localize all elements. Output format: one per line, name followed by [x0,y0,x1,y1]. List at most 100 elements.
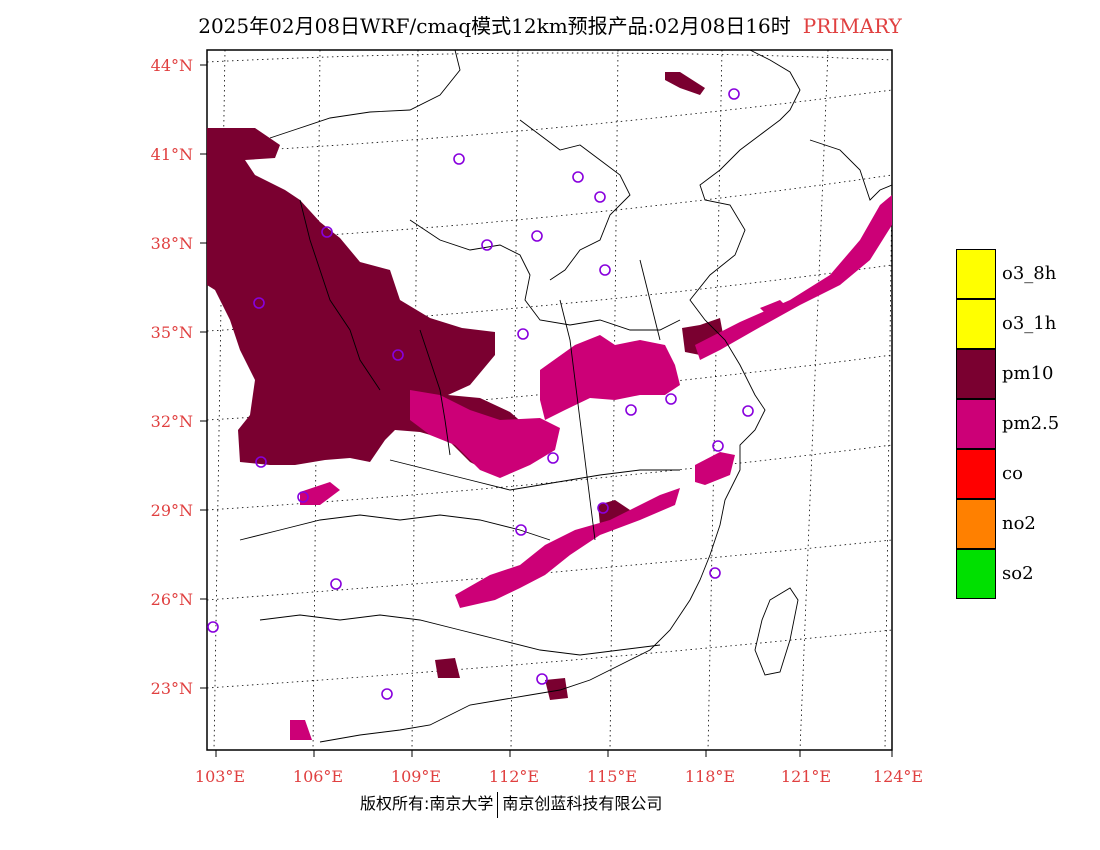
copyright-company: 南京创蓝科技有限公司 [502,794,663,813]
city-marker [599,264,611,276]
city-marker [728,88,740,100]
legend-swatch [956,449,996,499]
title-main: 2025年02月08日WRF/cmaq模式12km预报产品:02月08日16时 [198,14,791,38]
legend-label: co [1002,463,1023,484]
city-marker [709,567,721,579]
pm10-guangxi-patch [435,658,460,678]
lat-label: 41°N [151,145,193,164]
pm25-south-patch [290,720,312,740]
parallel-38 [206,174,893,243]
title-tag: PRIMARY [802,14,902,38]
lon-label: 115°E [587,767,637,786]
city-marker [321,226,333,238]
pm25-central-plume [540,335,680,420]
pm25-small-patch [760,300,790,318]
province-southwest [239,514,551,541]
lat-label: 32°N [151,412,193,431]
province-north [519,119,631,281]
province-shandong [639,259,661,341]
meridian-121 [799,49,829,751]
legend-swatch [956,249,996,299]
pm10-regions [207,72,725,700]
coastline [319,49,801,743]
legend-label: pm2.5 [1002,413,1060,434]
legend-label: o3_8h [1002,263,1057,284]
pm10-northeast-patch [665,72,705,95]
legend-swatch [956,499,996,549]
lat-label: 23°N [151,679,193,698]
lon-label: 118°E [685,767,735,786]
city-marker [381,688,393,700]
parallel-26 [206,539,893,601]
legend-swatch [956,549,996,599]
lon-label: 124°E [873,767,923,786]
lat-label: 35°N [151,323,193,342]
city-marker [253,297,265,309]
city-marker [297,491,309,503]
lat-label: 38°N [151,234,193,253]
mongolia-border [269,49,461,139]
lon-label: 103°E [195,767,245,786]
boundaries [239,49,893,743]
city-marker [547,452,559,464]
city-marker [453,153,465,165]
pm25-regions [290,195,892,740]
pm10-northwest-plume [207,128,535,475]
province-northwest [299,199,381,391]
city-marker [742,405,754,417]
city-marker [392,349,404,361]
city-markers [207,88,754,700]
copyright-footer: 版权所有:南京大学 南京创蓝科技有限公司 [360,790,662,818]
legend-label: so2 [1002,563,1034,584]
city-marker [255,456,267,468]
city-marker [330,578,342,590]
pm25-guizhou-patch [300,482,340,505]
legend-label: no2 [1002,513,1036,534]
parallel-32 [206,354,893,421]
legend-label: o3_1h [1002,313,1057,334]
meridian-118 [707,49,723,751]
lon-label: 109°E [391,767,441,786]
province-east-central [559,299,596,541]
city-marker [531,230,543,242]
province-south-central [389,459,680,491]
meridian-115 [609,49,619,751]
city-marker [625,404,637,416]
korea-coast [809,139,893,201]
meridian-103 [213,49,226,751]
lat-label: 29°N [151,501,193,520]
parallel-41 [206,89,893,154]
province-far-south [259,614,661,656]
legend-swatch [956,399,996,449]
province-middle [419,329,451,456]
pm25-sichuan-plume [410,390,560,478]
pm25-fujian-patch [695,452,735,485]
meridian-124 [884,179,893,751]
lon-label: 106°E [293,767,343,786]
city-marker [536,673,548,685]
lon-label: 112°E [489,767,539,786]
legend-label: pm10 [1002,363,1054,384]
city-marker [597,502,609,514]
legend-swatch [956,299,996,349]
lat-label: 44°N [151,56,193,75]
city-marker [665,393,677,405]
parallel-35 [206,264,893,332]
city-marker [207,621,219,633]
pm25-yellow-sea-band [695,195,892,360]
taiwan-island [754,587,799,676]
city-marker [594,191,606,203]
pm25-southern-band [455,488,680,608]
map-title: 2025年02月08日WRF/cmaq模式12km预报产品:02月08日16时 P… [0,10,1100,39]
city-marker [712,440,724,452]
province-central [409,219,681,331]
parallel-29 [206,444,893,511]
city-marker [517,328,529,340]
lon-labels: 103°E 106°E 109°E 112°E 115°E 118°E 121°… [195,767,923,786]
city-marker [481,239,493,251]
city-marker [515,524,527,536]
copyright-owner: 版权所有:南京大学 [360,794,494,813]
legend-swatch [956,349,996,399]
lon-label: 121°E [781,767,831,786]
axis-ticks [200,64,893,757]
